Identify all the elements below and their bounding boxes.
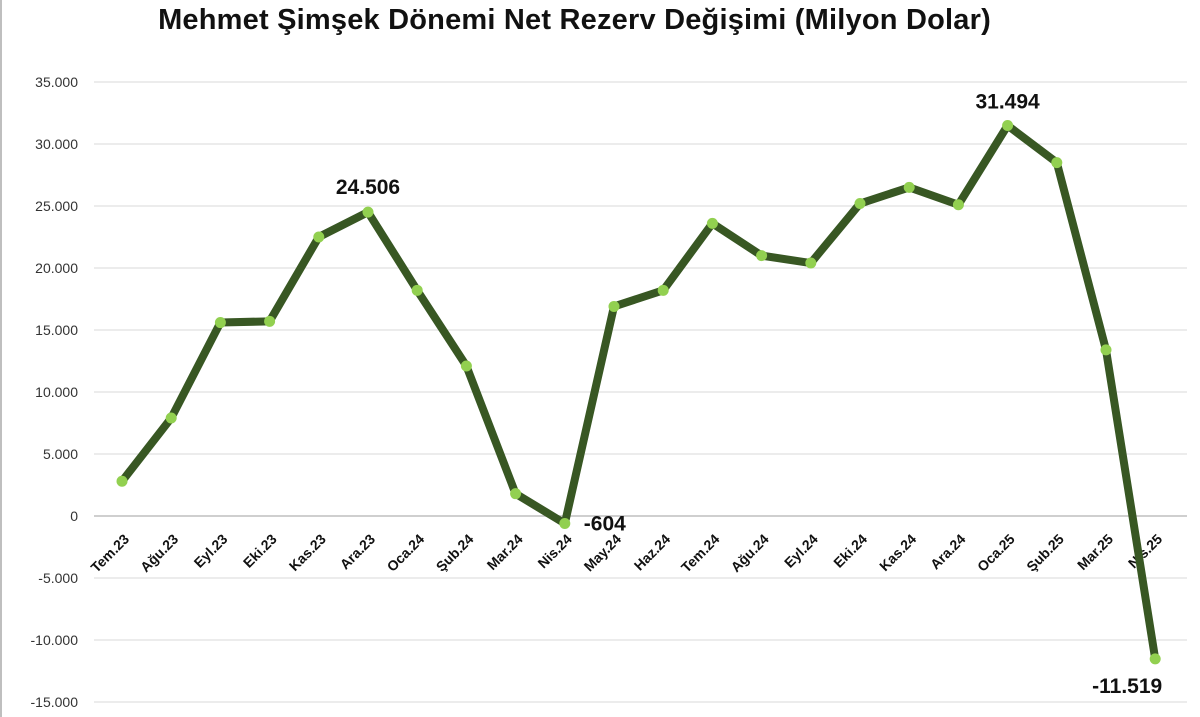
y-tick-label: -15.000 [31, 694, 79, 710]
y-axis-ticks: 35.000 30.000 25.000 20.000 15.000 10.000 5.00… [31, 74, 79, 710]
data-label: -604 [584, 512, 626, 535]
y-tick-label: -5.000 [38, 570, 78, 586]
data-point [116, 475, 128, 487]
data-point [1002, 119, 1014, 131]
data-label: 31.494 [975, 90, 1040, 113]
data-point [165, 412, 177, 424]
data-point [952, 199, 964, 211]
x-tick-label: May.24 [581, 531, 625, 575]
x-tick-label: Ara.24 [927, 531, 969, 573]
data-point [805, 257, 817, 269]
x-tick-label: Nis.25 [1125, 531, 1166, 572]
x-tick-label: Eki.24 [830, 531, 870, 571]
x-tick-label: Kas.24 [876, 531, 919, 574]
series-polyline [118, 121, 1160, 663]
x-tick-label: Oca.25 [974, 531, 1018, 575]
x-tick-label: Şub.24 [433, 531, 477, 575]
data-point [706, 217, 718, 229]
series-markers [116, 119, 1161, 665]
x-tick-label: Eyl.23 [191, 531, 231, 571]
x-tick-label: Tem.24 [678, 531, 723, 576]
x-tick-label: Ağu.23 [137, 531, 181, 575]
x-tick-label: Mar.24 [484, 531, 526, 573]
data-point [362, 206, 374, 218]
data-point [313, 231, 325, 243]
data-label: 24.506 [336, 176, 400, 199]
series-line [118, 121, 1160, 663]
data-point [1051, 157, 1063, 169]
x-axis-ticks: Tem.23 Ağu.23 Eyl.23 Eki.23 Kas.23 Ara.23 Oca.… [87, 531, 1165, 576]
y-tick-label: 10.000 [35, 384, 78, 400]
x-tick-label: Haz.24 [631, 531, 674, 574]
x-tick-label: Şub.25 [1023, 531, 1067, 575]
x-tick-label: Mar.25 [1074, 531, 1116, 573]
y-tick-label: -10.000 [31, 632, 79, 648]
data-point [264, 315, 276, 327]
data-point [460, 360, 472, 372]
x-tick-label: Oca.24 [384, 531, 428, 575]
data-point [657, 284, 669, 296]
data-labels: 24.506 -604 31.494 -11.519 [336, 90, 1162, 697]
y-tick-label: 35.000 [35, 74, 78, 90]
data-point [510, 488, 522, 500]
y-tick-label: 5.000 [43, 446, 78, 462]
data-point [608, 300, 620, 312]
data-point [756, 250, 768, 262]
x-tick-label: Ağu.24 [727, 531, 771, 575]
data-point [214, 317, 226, 329]
data-point [903, 181, 915, 193]
y-tick-label: 30.000 [35, 136, 78, 152]
data-label: -11.519 [1092, 675, 1162, 698]
data-point [1100, 344, 1112, 356]
y-tick-label: 0 [70, 508, 78, 524]
chart-title: Mehmet Şimşek Dönemi Net Rezerv Değişimi… [158, 4, 991, 36]
x-tick-label: Ara.23 [337, 531, 379, 573]
x-tick-label: Eki.23 [240, 531, 280, 571]
data-point [411, 284, 423, 296]
data-point [854, 198, 866, 210]
x-tick-label: Kas.23 [286, 531, 329, 574]
x-tick-label: Eyl.24 [781, 531, 821, 571]
y-tick-label: 25.000 [35, 198, 78, 214]
y-tick-label: 15.000 [35, 322, 78, 338]
gridlines [94, 81, 1187, 703]
data-point [1149, 653, 1161, 665]
x-tick-label: Nis.24 [534, 531, 575, 572]
x-tick-label: Tem.23 [87, 531, 132, 576]
y-tick-label: 20.000 [35, 260, 78, 276]
data-point [559, 517, 571, 529]
